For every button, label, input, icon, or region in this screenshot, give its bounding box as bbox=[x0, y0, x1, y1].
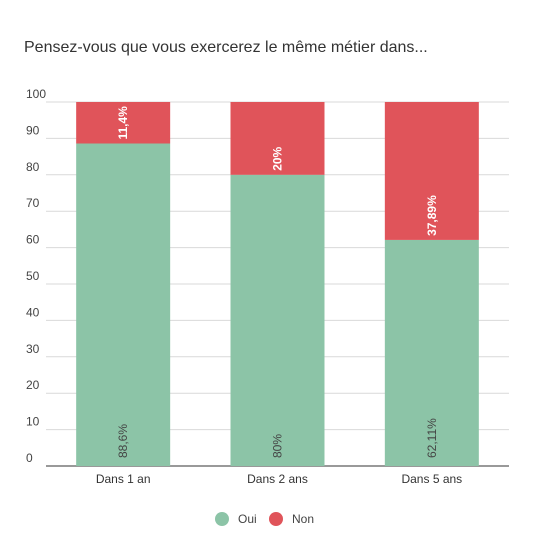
y-tick-label: 90 bbox=[26, 123, 40, 137]
x-tick-label: Dans 5 ans bbox=[401, 472, 462, 486]
y-tick-label: 50 bbox=[26, 269, 40, 283]
bar-oui-2 bbox=[230, 174, 325, 467]
data-label-oui-3: 62,11% bbox=[425, 418, 439, 458]
y-tick-label: 40 bbox=[26, 305, 40, 319]
legend-label-oui: Oui bbox=[238, 512, 257, 526]
data-label-oui-2: 80% bbox=[271, 434, 285, 458]
data-label-oui-1: 88,6% bbox=[116, 424, 130, 458]
y-tick-label: 10 bbox=[26, 415, 40, 429]
x-axis: Dans 1 an Dans 2 ans Dans 5 ans bbox=[96, 472, 462, 486]
data-label-non-2: 20% bbox=[271, 146, 285, 170]
bar-non-1 bbox=[76, 102, 171, 144]
y-tick-label: 0 bbox=[26, 451, 33, 465]
bar-non-2 bbox=[230, 102, 325, 175]
y-tick-label: 60 bbox=[26, 233, 40, 247]
data-label-non-1: 11,4% bbox=[116, 106, 130, 140]
y-tick-label: 20 bbox=[26, 378, 40, 392]
legend-label-non: Non bbox=[292, 512, 314, 526]
x-tick-label: Dans 2 ans bbox=[247, 472, 308, 486]
bar-non-3 bbox=[384, 102, 479, 240]
y-axis: 0 10 20 30 40 50 60 70 80 90 100 bbox=[26, 87, 46, 465]
y-tick-label: 30 bbox=[26, 342, 40, 356]
data-label-non-3: 37,89% bbox=[425, 195, 439, 236]
legend-swatch-non bbox=[269, 512, 283, 526]
x-tick-label: Dans 1 an bbox=[96, 472, 151, 486]
legend-swatch-oui bbox=[215, 512, 229, 526]
legend: Oui Non bbox=[215, 512, 314, 526]
bars: 88,6% 11,4% 80% 20% 62,11% 37,89% bbox=[76, 102, 479, 467]
y-tick-label: 70 bbox=[26, 196, 40, 210]
y-tick-label: 80 bbox=[26, 160, 40, 174]
bar-oui-3 bbox=[384, 239, 479, 466]
bar-oui-1 bbox=[76, 143, 171, 466]
y-tick-label: 100 bbox=[26, 87, 46, 101]
chart-title: Pensez-vous que vous exercerez le même m… bbox=[24, 39, 428, 56]
